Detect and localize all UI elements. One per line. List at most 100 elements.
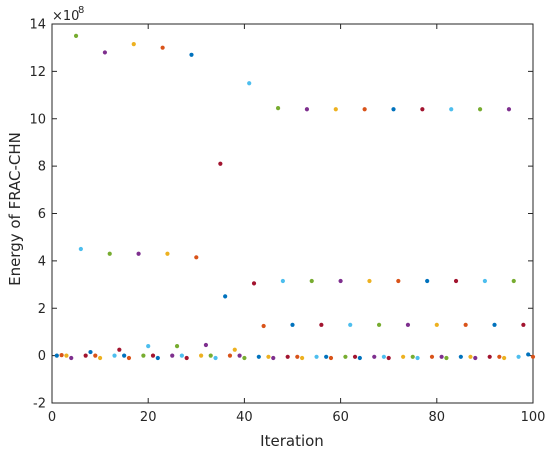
data-point [381,354,386,359]
data-point [83,353,88,358]
data-point [261,323,266,329]
y-tick-label: -2 [33,397,46,412]
data-point [98,355,103,361]
data-point [482,278,487,284]
data-point [372,354,377,359]
data-point [107,251,112,256]
data-point [256,354,261,359]
y-tick-label: 4 [38,254,46,269]
data-point [502,355,507,361]
data-point [242,355,247,361]
data-point [189,52,194,57]
data-point [352,354,358,359]
data-point [208,353,213,358]
data-point [247,81,252,86]
data-point [160,45,165,50]
data-point [473,355,478,361]
data-point [434,322,439,327]
y-tick-label: 10 [29,112,46,127]
data-point [223,294,228,299]
data-point [232,347,237,352]
data-point [367,278,372,284]
data-point [405,322,411,327]
data-point [271,355,276,361]
data-point [506,107,512,112]
data-point [343,354,348,359]
data-point [117,347,122,352]
data-point [468,354,473,359]
data-point [304,107,310,112]
data-point [93,353,98,358]
data-point [170,353,175,358]
data-point [126,355,132,361]
axes-box [51,23,534,404]
data-point [285,354,290,359]
data-point [54,353,59,358]
data-point [324,354,329,359]
data-point [275,105,281,111]
data-point [511,278,516,284]
data-point [213,355,218,361]
data-point [141,353,146,358]
data-point [69,355,74,361]
data-point [401,354,406,359]
data-point [237,353,242,358]
data-point [444,355,449,361]
plot-area [51,23,534,404]
data-point [463,322,468,327]
data-point [199,353,204,358]
data-point [516,354,521,359]
data-point [78,246,83,252]
data-point [338,278,343,284]
data-point [155,355,160,361]
y-tick-label: 12 [29,65,46,80]
data-point [410,354,415,359]
data-point [146,344,151,349]
data-point [165,251,170,256]
x-tick-label: 20 [140,410,157,425]
data-point [526,352,531,357]
data-point [420,107,425,112]
data-point [497,354,502,359]
data-point [218,161,223,166]
data-point [396,278,401,284]
data-point [376,322,382,327]
data-point [487,354,492,359]
data-point [280,278,285,284]
x-tick-label: 40 [236,410,253,425]
data-point [521,322,526,327]
data-point [203,342,209,348]
data-point [477,107,483,112]
data-point [266,354,271,359]
y-tick-label: 8 [38,160,46,175]
data-point [102,50,108,55]
data-point [150,353,156,358]
data-point [309,278,314,284]
data-point [386,355,391,361]
x-axis-label: Iteration [260,432,324,450]
data-point [314,354,319,359]
data-point [227,353,233,358]
data-point [88,349,93,355]
data-point [391,107,396,112]
y-exponent-power: 8 [78,5,84,16]
x-tick-label: 100 [521,410,546,425]
data-point [131,42,136,47]
x-tick-label: 80 [429,410,446,425]
y-exponent-base: ×10 [52,9,79,24]
x-tick-label: 60 [332,410,349,425]
data-point [328,355,334,361]
data-point [530,354,536,359]
data-point [415,355,420,361]
data-point [492,322,497,327]
data-point [348,322,353,327]
data-point [300,355,305,361]
data-point [64,353,69,358]
data-point [333,107,338,112]
data-point [319,322,324,327]
data-point [136,251,141,256]
data-point [194,255,199,260]
y-axis-label: Energy of FRAC-CHN [6,132,24,286]
